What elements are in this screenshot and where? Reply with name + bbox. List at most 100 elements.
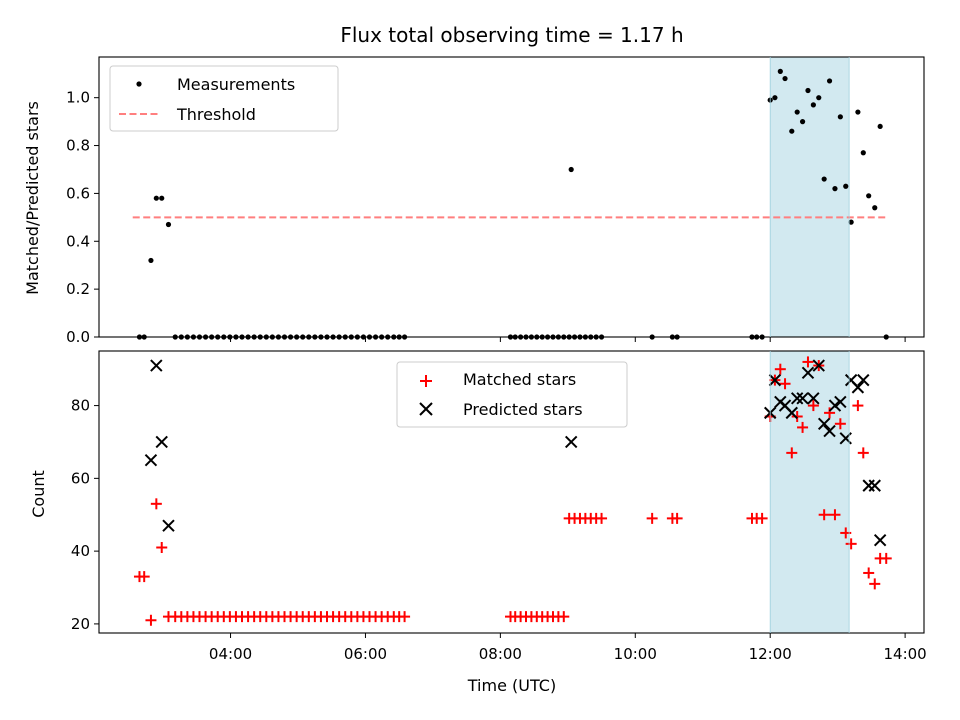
matched-star-marker [156,541,168,553]
measurement-point [159,195,165,201]
measurement-point [877,123,883,130]
legend-measurements-marker [136,81,142,87]
measurement-point [810,102,816,108]
legend-threshold-label: Threshold [176,105,256,124]
predicted-star-marker [150,359,163,372]
measurement-point [148,257,154,264]
matched-star-marker [774,363,786,375]
measurement-point [848,219,854,225]
measurement-point [821,176,827,182]
y-tick-label: 0.4 [66,232,90,250]
predicted-star-marker [144,453,158,467]
bottom-x-ticks: 04:00 06:00 08:00 10:00 12:00 14:00 [209,633,927,663]
top-shaded-span [770,57,850,337]
measurement-point [872,205,878,211]
bottom-legend-box [396,361,628,428]
bottom-y-ticks: 20 40 60 80 [71,397,99,633]
matched-star-marker [150,498,162,510]
measurement-point [165,221,172,228]
top-legend: Measurements Threshold [109,65,339,132]
bottom-axes-frame [98,350,925,634]
measurement-point [866,193,872,199]
legend-matched-label: Matched stars [463,370,576,389]
measurement-point [832,186,838,192]
measurement-point [782,75,788,82]
predicted-star-marker [834,395,847,409]
predicted-star-marker [785,406,798,420]
y-tick-label: 20 [71,615,90,633]
top-panel: 0.0 0.2 0.4 0.6 0.8 1.0 Matched/Predicted sta… [23,56,925,346]
bottom-series-layer [133,356,892,626]
matched-star-marker [863,567,875,579]
y-tick-label: 0.2 [66,280,90,298]
predicted-star-marker [162,519,175,532]
matched-star-marker [869,578,881,590]
predicted-star-marker [801,366,815,380]
measurement-point [799,119,806,125]
measurement-point [777,68,783,74]
matched-star-marker [646,512,658,524]
y-tick-label: 1.0 [66,89,90,107]
predicted-star-marker [851,381,865,394]
measurement-point [805,87,811,94]
matched-star-marker [558,611,570,623]
measurement-point [789,128,795,134]
legend-matched-marker [420,375,432,387]
matched-star-marker [756,512,768,524]
measurement-point [153,195,159,201]
x-tick-label: 10:00 [614,645,657,663]
predicted-star-marker [796,392,809,405]
matched-star-marker [671,512,683,524]
matched-star-marker [802,356,814,368]
y-tick-label: 60 [71,469,90,487]
legend-predicted-label: Predicted stars [463,400,583,419]
measurement-point [816,95,822,101]
predicted-star-marker [768,373,782,387]
x-tick-label: 06:00 [344,645,387,663]
y-tick-label: 0.0 [66,328,90,346]
y-tick-label: 40 [71,542,90,560]
x-axis-label: Time (UTC) [467,676,556,695]
predicted-star-marker [857,373,870,387]
matched-star-marker [797,421,809,433]
top-series-layer [132,68,889,340]
chart-title: Flux total observing time = 1.17 h [340,23,683,47]
measurement-point [794,109,800,115]
predicted-star-marker [790,392,804,405]
matched-star-marker [857,447,869,459]
matched-star-marker [807,400,819,412]
predicted-star-marker [868,479,881,492]
matched-star-marker [786,447,798,459]
measurement-point [855,109,861,115]
x-tick-label: 14:00 [883,645,926,663]
top-axes-frame [98,56,925,338]
measurement-point [860,150,866,156]
predicted-star-marker [873,534,887,547]
matched-star-marker [834,418,846,430]
x-tick-label: 12:00 [749,645,792,663]
matched-star-marker [852,400,864,412]
matched-star-marker [824,407,836,419]
top-y-axis-label: Matched/Predicted stars [23,101,42,295]
matched-star-marker [596,512,608,524]
predicted-star-marker [564,435,578,449]
predicted-star-marker [155,435,168,449]
legend-measurements-label: Measurements [177,75,295,94]
matched-star-marker [829,509,841,521]
y-tick-label: 80 [71,397,90,415]
bottom-legend: Matched stars Predicted stars [396,361,628,428]
matched-star-marker [145,614,157,626]
matched-star-marker [880,552,892,564]
matched-star-marker [818,509,830,521]
matched-star-marker [845,538,857,550]
predicted-star-marker [807,392,820,405]
matched-star-marker [791,410,803,422]
matched-star-marker [779,378,791,390]
top-legend-box [109,65,339,132]
predicted-star-marker [812,359,825,372]
top-y-ticks: 0.0 0.2 0.4 0.6 0.8 1.0 [66,89,99,346]
bottom-y-axis-label: Count [29,470,48,518]
legend-predicted-marker [419,402,433,416]
